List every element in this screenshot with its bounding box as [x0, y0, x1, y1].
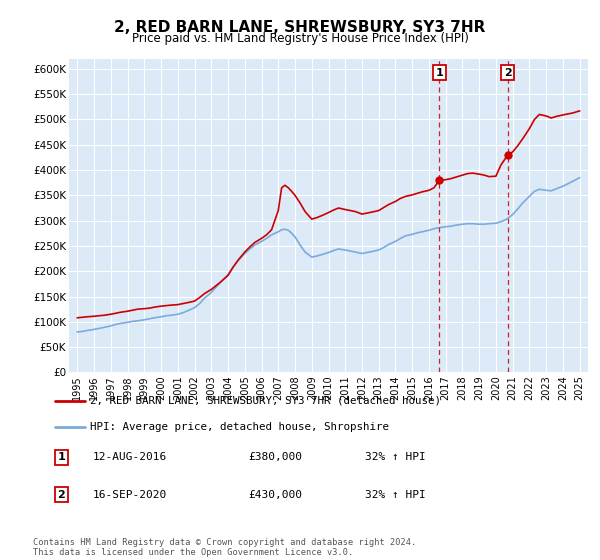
Text: 16-SEP-2020: 16-SEP-2020 — [93, 489, 167, 500]
Text: Contains HM Land Registry data © Crown copyright and database right 2024.
This d: Contains HM Land Registry data © Crown c… — [33, 538, 416, 557]
Text: 1: 1 — [436, 68, 443, 78]
Text: 12-AUG-2016: 12-AUG-2016 — [93, 452, 167, 463]
Text: 2: 2 — [58, 489, 65, 500]
Text: £430,000: £430,000 — [248, 489, 302, 500]
Text: Price paid vs. HM Land Registry's House Price Index (HPI): Price paid vs. HM Land Registry's House … — [131, 32, 469, 45]
Text: £380,000: £380,000 — [248, 452, 302, 463]
Text: 32% ↑ HPI: 32% ↑ HPI — [365, 489, 425, 500]
Text: 1: 1 — [58, 452, 65, 463]
Text: 32% ↑ HPI: 32% ↑ HPI — [365, 452, 425, 463]
Text: 2, RED BARN LANE, SHREWSBURY, SY3 7HR (detached house): 2, RED BARN LANE, SHREWSBURY, SY3 7HR (d… — [90, 396, 441, 406]
Text: HPI: Average price, detached house, Shropshire: HPI: Average price, detached house, Shro… — [90, 422, 389, 432]
Text: 2: 2 — [504, 68, 512, 78]
Text: 2, RED BARN LANE, SHREWSBURY, SY3 7HR: 2, RED BARN LANE, SHREWSBURY, SY3 7HR — [115, 20, 485, 35]
